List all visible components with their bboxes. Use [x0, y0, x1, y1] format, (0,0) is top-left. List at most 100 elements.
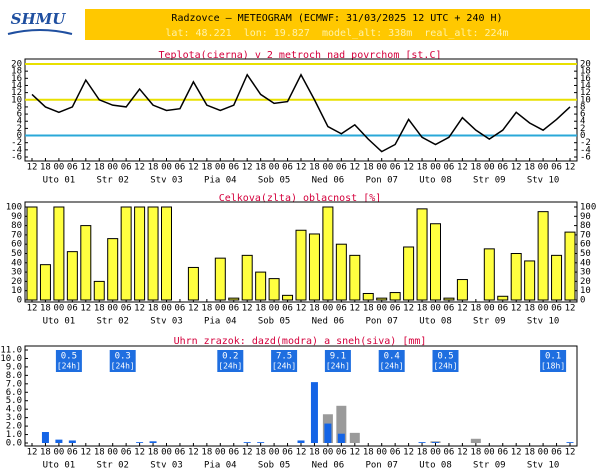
x-tick-label: 18 [417, 304, 428, 314]
x-tick-label: 06 [121, 163, 132, 173]
x-tick-label: 06 [497, 163, 508, 173]
bar [268, 278, 280, 301]
x-tick-label: 18 [470, 163, 481, 173]
x-tick-label: 18 [470, 304, 481, 314]
day-label: Uto 01 [43, 317, 76, 327]
y-tick-label: -6 [11, 153, 22, 163]
bar [376, 297, 388, 301]
x-tick-label: 00 [269, 448, 280, 458]
daily-total-period: [18h] [541, 362, 565, 371]
x-tick-label: 12 [511, 304, 522, 314]
x-tick-label: 00 [107, 448, 118, 458]
day-label: Pon 07 [365, 176, 398, 186]
y-tick-label: 14 [11, 81, 22, 91]
x-tick-label: 00 [376, 448, 387, 458]
x-tick-label: 00 [430, 304, 441, 314]
x-tick-label: 12 [27, 448, 38, 458]
x-tick-label: 12 [188, 163, 199, 173]
x-tick-label: 00 [269, 304, 280, 314]
daily-total-box [217, 350, 244, 372]
x-tick-label: 12 [457, 304, 468, 314]
daily-total-period: [24h] [218, 362, 242, 371]
y-tick-label: 10.0 [0, 354, 22, 364]
day-label: Uto 01 [43, 176, 76, 186]
day-label: Stv 03 [150, 317, 183, 327]
bar [149, 441, 157, 443]
y-tick-label-right: 18 [580, 67, 591, 77]
bar [53, 206, 65, 301]
bar [41, 432, 49, 443]
x-tick-label: 00 [107, 163, 118, 173]
x-tick-label: 12 [134, 304, 145, 314]
day-label: Pia 04 [204, 176, 237, 186]
daily-total-box [109, 350, 136, 372]
y-tick-label-right: -6 [580, 153, 591, 163]
bar [310, 382, 318, 443]
day-label: Stv 10 [527, 176, 560, 186]
bar [430, 223, 441, 301]
bar [524, 260, 536, 301]
daily-total-period: [24h] [433, 362, 457, 371]
y-tick-label-right: -2 [580, 138, 591, 148]
x-tick-label: 06 [67, 448, 78, 458]
bar [66, 251, 78, 301]
daily-total-box [324, 350, 351, 372]
x-tick-label: 18 [417, 448, 428, 458]
y-tick-label: 80 [11, 221, 22, 231]
x-tick-label: 00 [53, 304, 64, 314]
x-tick-label: 12 [565, 163, 576, 173]
x-tick-label: 00 [53, 448, 64, 458]
y-tick-label: 8 [17, 102, 22, 112]
bar [418, 442, 426, 443]
y-tick-label: 8.0 [6, 371, 22, 381]
bar [161, 206, 172, 301]
x-tick-label: 12 [242, 448, 253, 458]
x-tick-label: 06 [444, 448, 455, 458]
daily-total-period: [24h] [272, 362, 296, 371]
x-tick-label: 00 [107, 304, 118, 314]
bar [566, 442, 574, 443]
y-tick-label: 2 [17, 124, 22, 134]
x-tick-label: 18 [524, 448, 535, 458]
x-tick-label: 06 [336, 448, 347, 458]
daily-total-period: [24h] [326, 362, 350, 371]
bar [337, 433, 345, 443]
bar [55, 439, 63, 443]
y-tick-label-right: 20 [580, 277, 591, 287]
x-tick-label: 18 [94, 163, 105, 173]
day-label: Pon 07 [365, 317, 398, 327]
bar [483, 248, 495, 301]
x-tick-label: 18 [40, 163, 51, 173]
bar [389, 292, 401, 301]
bar [107, 238, 119, 301]
x-tick-label: 12 [296, 304, 307, 314]
x-tick-label: 12 [349, 448, 360, 458]
chart-title: Uhrn zrazok: dazd(modra) a sneh(siva) [m… [174, 336, 427, 347]
day-label: Pon 07 [365, 461, 398, 471]
y-tick-label: -4 [11, 145, 22, 155]
x-tick-label: 00 [484, 448, 495, 458]
x-tick-label: 12 [188, 448, 199, 458]
daily-total-period: [24h] [111, 362, 135, 371]
bar [243, 442, 251, 443]
daily-total-value: 7.5 [276, 352, 292, 362]
daily-total-value: 0.4 [384, 352, 400, 362]
x-tick-label: 18 [524, 304, 535, 314]
header-info: lat: 48.221 lon: 19.827 model_alt: 338m … [165, 28, 508, 39]
x-tick-label: 18 [40, 448, 51, 458]
x-tick-label: 12 [80, 448, 91, 458]
x-tick-label: 18 [255, 304, 266, 314]
x-tick-label: 18 [309, 448, 320, 458]
x-tick-label: 12 [403, 163, 414, 173]
x-tick-label: 06 [121, 448, 132, 458]
x-tick-label: 12 [403, 304, 414, 314]
x-tick-label: 12 [242, 163, 253, 173]
x-tick-label: 18 [417, 163, 428, 173]
day-label: Pia 04 [204, 461, 237, 471]
bar [39, 264, 51, 301]
daily-total-value: 0.1 [545, 352, 561, 362]
y-tick-label-right: -4 [580, 145, 591, 155]
y-tick-label-right: 14 [580, 81, 591, 91]
day-label: Str 02 [96, 176, 129, 186]
